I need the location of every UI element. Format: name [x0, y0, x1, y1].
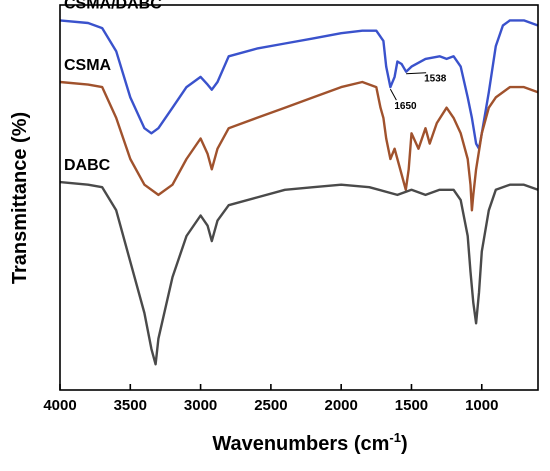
x-tick-label: 2000 [324, 397, 357, 414]
annotation-arrow [406, 72, 427, 75]
x-axis-ticks: 4000 3500 3000 2500 2000 1500 1000 [43, 384, 498, 414]
x-tick-label: 1500 [395, 397, 428, 414]
series-label-2: DABC [64, 157, 111, 174]
series-line-2 [59, 180, 539, 366]
annotation-label: 1538 [424, 74, 447, 85]
annotation-label: 1650 [394, 101, 417, 112]
x-tick-label: 3000 [184, 397, 217, 414]
peak-annotations: 1650 1538 [389, 72, 447, 112]
series-line-1 [59, 80, 539, 212]
series-line-0 [59, 19, 539, 150]
x-tick-label: 3500 [114, 397, 147, 414]
series-label-0: CSMA/DABC [64, 0, 162, 12]
spectra-group [59, 19, 539, 366]
series-labels: CSMA/DABC CSMA DABC [64, 0, 162, 174]
x-tick-label: 4000 [43, 397, 76, 414]
x-axis-title: Wavenumbers (cm-1) [212, 430, 407, 455]
series-label-1: CSMA [64, 57, 112, 74]
y-axis-title: Transmittance (%) [9, 112, 31, 284]
x-tick-label: 2500 [254, 397, 287, 414]
x-tick-label: 1000 [465, 397, 498, 414]
annotation-arrow [389, 88, 397, 101]
plot-frame [59, 4, 539, 391]
